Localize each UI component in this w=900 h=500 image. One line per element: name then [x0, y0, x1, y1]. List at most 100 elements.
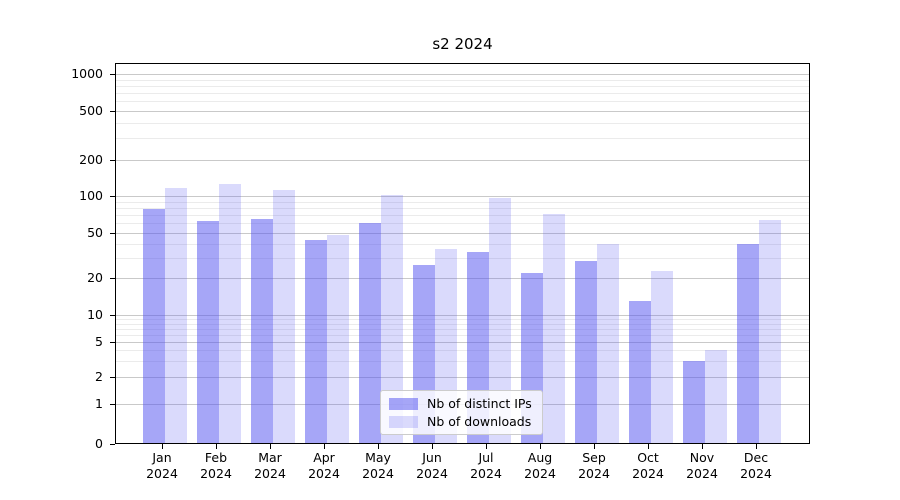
y-tick-label-50: 50 — [87, 225, 103, 240]
x-tick-label-jul: Jul 2024 — [470, 450, 502, 481]
gridline-major-20 — [115, 278, 810, 279]
legend: Nb of distinct IPs Nb of downloads — [380, 390, 543, 435]
x-tick-label-nov: Nov 2024 — [686, 450, 718, 481]
gridline-minor-600 — [115, 101, 810, 102]
plot-area: 0 1 2 5 10 20 50 100 200 500 1000 Jan 2024 Feb 2024 M… — [71, 63, 810, 481]
x-tick-mark-feb — [216, 444, 217, 449]
x-tick-mark-nov — [702, 444, 703, 449]
bar-downloads-may — [381, 195, 403, 444]
y-tick-label-5: 5 — [95, 334, 103, 349]
gridline-major-50 — [115, 233, 810, 234]
gridline-minor-7 — [115, 329, 810, 330]
x-tick-mark-jan — [162, 444, 163, 449]
x-tick-mark-oct — [648, 444, 649, 449]
gridline-minor-70 — [115, 215, 810, 216]
x-tick-mark-aug — [540, 444, 541, 449]
y-tick-label-1000: 1000 — [71, 66, 103, 81]
y-tick-mark-0 — [110, 444, 115, 445]
gridline-minor-9 — [115, 319, 810, 320]
y-tick-label-200: 200 — [79, 152, 103, 167]
bar-downloads-apr — [327, 235, 349, 444]
gridline-major-1000 — [115, 74, 810, 75]
gridline-major-100 — [115, 196, 810, 197]
x-tick-label-dec: Dec 2024 — [740, 450, 772, 481]
bar-distinct-ips-oct — [629, 301, 651, 444]
y-tick-label-0: 0 — [95, 436, 103, 451]
y-tick-mark-1 — [110, 404, 115, 405]
y-tick-mark-200 — [110, 160, 115, 161]
x-tick-mark-may — [378, 444, 379, 449]
gridline-minor-40 — [115, 244, 810, 245]
y-tick-label-100: 100 — [79, 188, 103, 203]
x-tick-label-oct: Oct 2024 — [632, 450, 664, 481]
x-tick-mark-jul — [486, 444, 487, 449]
gridline-minor-80 — [115, 208, 810, 209]
gridline-minor-30 — [115, 258, 810, 259]
legend-label-downloads: Nb of downloads — [427, 414, 532, 429]
x-tick-label-jan: Jan 2024 — [146, 450, 178, 481]
y-tick-label-20: 20 — [87, 270, 103, 285]
x-tick-label-may: May 2024 — [362, 450, 394, 481]
y-tick-mark-100 — [110, 196, 115, 197]
gridline-major-500 — [115, 111, 810, 112]
gridline-minor-900 — [115, 80, 810, 81]
bar-downloads-nov — [705, 350, 727, 444]
gridline-minor-800 — [115, 86, 810, 87]
legend-row: Nb of downloads — [389, 414, 534, 430]
gridline-minor-700 — [115, 93, 810, 94]
gridline-minor-400 — [115, 123, 810, 124]
legend-row: Nb of distinct IPs — [389, 396, 534, 412]
bar-downloads-jul — [489, 198, 511, 444]
x-tick-mark-sep — [594, 444, 595, 449]
gridline-major-200 — [115, 160, 810, 161]
y-axis-line — [115, 63, 116, 444]
x-tick-mark-jun — [432, 444, 433, 449]
gridline-minor-300 — [115, 138, 810, 139]
x-tick-mark-dec — [756, 444, 757, 449]
gridline-minor-3 — [115, 361, 810, 362]
right-spine — [809, 63, 810, 444]
y-tick-label-10: 10 — [87, 307, 103, 322]
x-tick-label-jun: Jun 2024 — [416, 450, 448, 481]
chart-title: s2 2024 — [432, 35, 493, 53]
bar-downloads-sep — [597, 244, 619, 444]
bar-distinct-ips-feb — [197, 221, 219, 444]
x-tick-label-mar: Mar 2024 — [254, 450, 286, 481]
gridline-minor-4 — [115, 350, 810, 351]
bar-distinct-ips-dec — [737, 244, 759, 444]
gridline-major-10 — [115, 315, 810, 316]
legend-swatch-downloads — [389, 416, 418, 428]
y-tick-label-500: 500 — [79, 103, 103, 118]
bar-distinct-ips-may — [359, 223, 381, 444]
gridline-minor-90 — [115, 202, 810, 203]
gridline-major-2 — [115, 377, 810, 378]
x-tick-label-apr: Apr 2024 — [308, 450, 340, 481]
bar-downloads-mar — [273, 190, 295, 444]
x-tick-label-aug: Aug 2024 — [524, 450, 556, 481]
bar-distinct-ips-nov — [683, 361, 705, 444]
bar-downloads-aug — [543, 214, 565, 444]
gridline-minor-6 — [115, 335, 810, 336]
x-axis-line — [115, 443, 810, 444]
y-tick-mark-500 — [110, 111, 115, 112]
bar-downloads-jan — [165, 188, 187, 444]
bar-distinct-ips-mar — [251, 219, 273, 444]
x-tick-mark-mar — [270, 444, 271, 449]
bar-distinct-ips-apr — [305, 240, 327, 444]
y-tick-mark-10 — [110, 315, 115, 316]
legend-swatch-distinct-ips — [389, 398, 418, 410]
bar-downloads-dec — [759, 220, 781, 444]
legend-label-distinct-ips: Nb of distinct IPs — [427, 396, 532, 411]
bar-distinct-ips-sep — [575, 261, 597, 444]
gridline-minor-8 — [115, 324, 810, 325]
bar-downloads-feb — [219, 184, 241, 444]
gridline-minor-60 — [115, 223, 810, 224]
y-tick-label-2: 2 — [95, 369, 103, 384]
y-tick-mark-20 — [110, 278, 115, 279]
bar-downloads-oct — [651, 271, 673, 444]
bar-distinct-ips-jan — [143, 209, 165, 444]
y-tick-mark-1000 — [110, 74, 115, 75]
y-tick-mark-5 — [110, 342, 115, 343]
x-tick-mark-apr — [324, 444, 325, 449]
